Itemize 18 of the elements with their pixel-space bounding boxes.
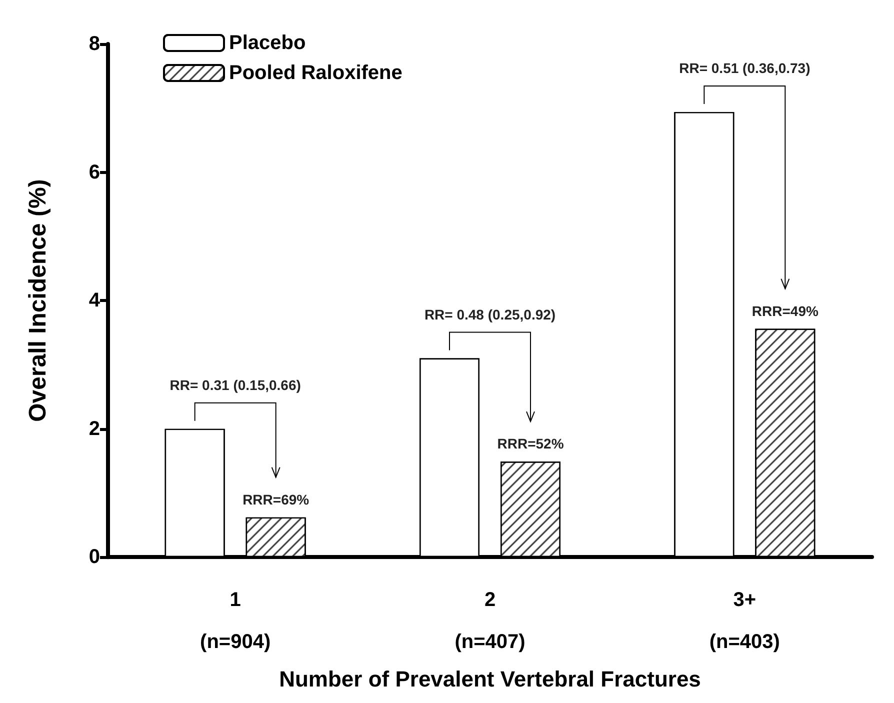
y-tick-label: 4 — [88, 290, 101, 312]
y-tick-label: 0 — [88, 546, 100, 568]
y-axis-title: Overall Incidence (%) — [24, 179, 52, 422]
y-tick-label: 8 — [88, 33, 100, 55]
annotation: RRR=52% — [497, 436, 564, 452]
y-tick-label: 2 — [88, 418, 100, 440]
annotation: RR= 0.48 (0.25,0.92) — [424, 306, 556, 322]
y-tick-label: 6 — [88, 161, 100, 184]
legend-label: Placebo — [229, 32, 306, 54]
annotation: RRR=69% — [242, 491, 310, 508]
annotation: RR= 0.31 (0.15,0.66) — [170, 376, 301, 393]
annotation: RRR=49% — [752, 302, 819, 319]
x-tick-label: 1 (n=904) — [200, 589, 271, 654]
legend-label: Pooled Raloxifene — [229, 62, 402, 84]
x-tick-label: 2 (n=407) — [454, 589, 526, 654]
annotation: RR= 0.51 (0.36,0.73) — [679, 60, 810, 76]
x-tick-label: 3+ (n=403) — [709, 589, 780, 654]
x-axis-title: Number of Prevalent Vertebral Fractures — [279, 666, 701, 692]
